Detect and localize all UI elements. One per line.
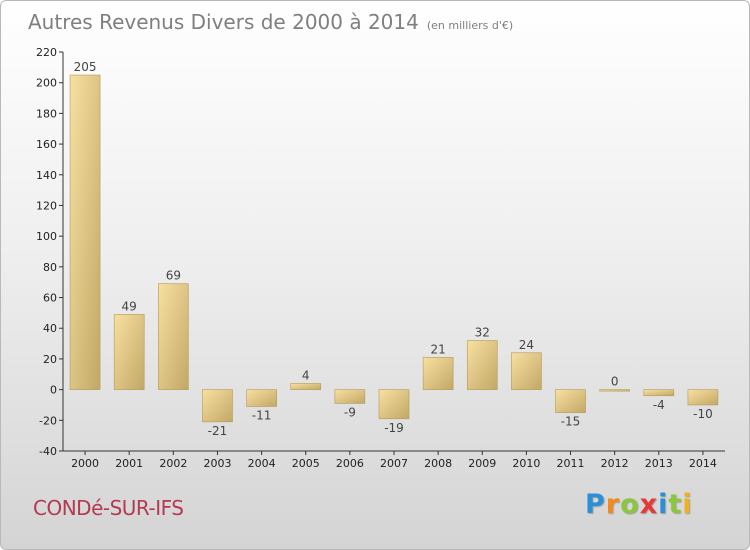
- x-tick-label: 2013: [645, 457, 673, 470]
- x-tick-label: 2005: [292, 457, 320, 470]
- data-label: -9: [344, 405, 356, 419]
- x-tick-label: 2000: [71, 457, 99, 470]
- x-axis: 2000 2001 2002 2003 2004 2005 2006 2007 2008 2009…: [63, 450, 725, 470]
- chart-unit: (en milliers d'€): [426, 19, 514, 32]
- logo-letter: P: [585, 489, 606, 520]
- data-label: -10: [693, 407, 713, 421]
- logo-letter: x: [639, 489, 659, 520]
- y-tick-label: 120: [36, 199, 57, 212]
- bar: [555, 389, 586, 413]
- data-label: 69: [166, 269, 181, 283]
- data-label: 205: [74, 60, 97, 74]
- bar: [69, 74, 101, 390]
- y-tick-label: 60: [43, 292, 57, 305]
- x-tick-label: 2007: [380, 457, 408, 470]
- data-label: 32: [475, 326, 490, 340]
- bar: [422, 357, 454, 390]
- bars: [69, 74, 719, 423]
- x-tick-label: 2009: [468, 457, 496, 470]
- data-label: 0: [611, 375, 619, 389]
- y-tick-label: 220: [36, 46, 57, 59]
- bar: [599, 389, 630, 392]
- data-label: -15: [561, 415, 581, 429]
- commune-name: CONDé-SUR-IFS: [33, 496, 184, 520]
- x-tick-label: 2010: [512, 457, 540, 470]
- x-tick-label: 2004: [248, 457, 276, 470]
- y-tick-label: 180: [36, 107, 57, 120]
- x-tick-label: 2014: [689, 457, 717, 470]
- data-label: -11: [252, 408, 272, 422]
- bar: [378, 389, 410, 420]
- y-tick-label: 80: [43, 261, 57, 274]
- y-tick-label: 40: [43, 322, 57, 335]
- bar: [202, 389, 233, 423]
- data-label: -19: [384, 421, 404, 435]
- y-tick-label: 100: [36, 230, 57, 243]
- logo-letter: o: [620, 489, 640, 520]
- logo-letter: t: [668, 489, 683, 520]
- data-label: 49: [122, 299, 137, 313]
- data-labels: 205 49 69 -21 -11 4 -9 -19 21 32 24 -15 0 -4 -10: [74, 60, 713, 438]
- x-tick-label: 2011: [557, 457, 585, 470]
- y-tick-label: 140: [36, 169, 57, 182]
- bar: [334, 389, 366, 404]
- y-tick-label: 0: [50, 384, 57, 397]
- y-tick-label: 20: [43, 353, 57, 366]
- x-tick-label: 2012: [601, 457, 629, 470]
- logo-letter: i: [658, 489, 669, 520]
- bar: [246, 389, 277, 407]
- bar: [687, 389, 719, 406]
- x-tick-label: 2008: [424, 457, 452, 470]
- x-tick-label: 2003: [203, 457, 231, 470]
- x-tick-label: 2006: [336, 457, 364, 470]
- bar: [643, 389, 675, 397]
- chart-title: Autres Revenus Divers de 2000 à 2014 (en …: [28, 10, 513, 34]
- y-tick-label: 160: [36, 138, 57, 151]
- data-label: 21: [430, 342, 445, 356]
- data-label: 4: [302, 368, 310, 382]
- x-tick-label: 2001: [115, 457, 143, 470]
- y-tick-label: -40: [39, 445, 57, 458]
- y-tick-label: 200: [36, 77, 57, 90]
- proxiti-logo: Proxiti: [585, 489, 693, 520]
- data-label: -4: [653, 398, 665, 412]
- bar: [511, 352, 542, 390]
- bar: [290, 383, 322, 390]
- y-tick-label: -20: [39, 414, 57, 427]
- logo-letter: i: [682, 489, 693, 520]
- data-label: -21: [208, 424, 228, 438]
- chart-title-text: Autres Revenus Divers de 2000 à 2014: [28, 10, 419, 34]
- bar: [466, 340, 498, 390]
- bar: [158, 283, 189, 390]
- x-tick-label: 2002: [159, 457, 187, 470]
- data-label: 24: [519, 338, 534, 352]
- y-axis: -40 -20 0 20 40 60 80 100 120 140 160 180 200 220: [36, 46, 64, 458]
- logo-letter: r: [605, 489, 621, 520]
- bar: [113, 314, 145, 390]
